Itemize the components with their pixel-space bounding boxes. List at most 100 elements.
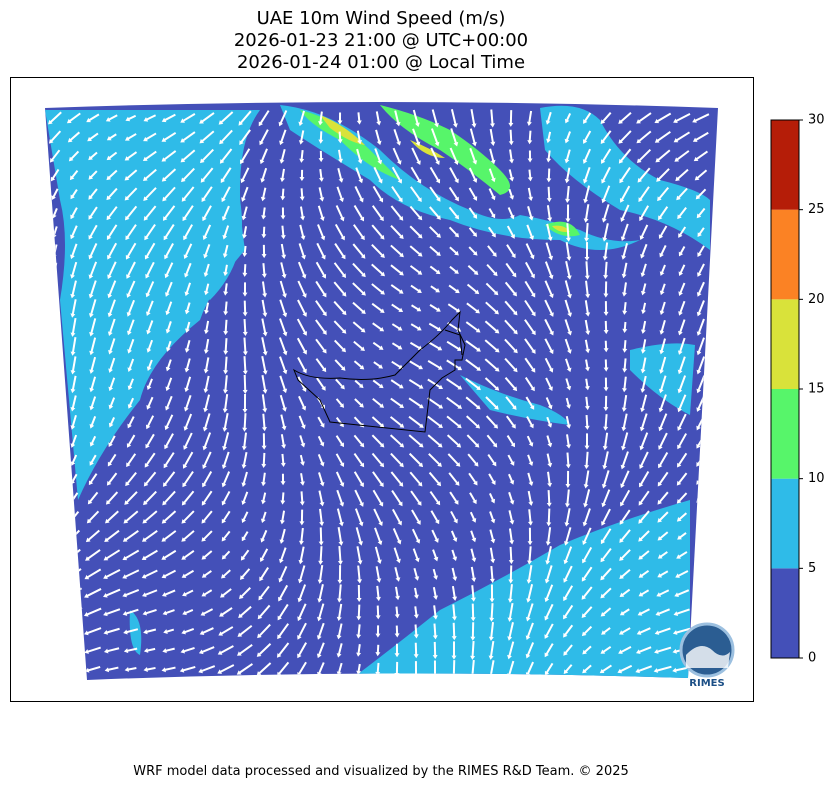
- wind-arrow: [318, 527, 324, 546]
- wind-arrow: [88, 151, 98, 161]
- wind-arrow: [298, 395, 307, 411]
- wind-arrow: [278, 337, 288, 356]
- wind-arrow: [565, 378, 572, 391]
- wind-arrow: [485, 396, 499, 410]
- wind-arrow: [621, 432, 629, 451]
- wind-arrow: [411, 304, 422, 312]
- wind-arrow: [659, 338, 667, 355]
- wind-arrow: [126, 319, 135, 336]
- wind-arrow: [693, 150, 709, 162]
- wind-arrow: [257, 604, 271, 620]
- wind-arrow: [51, 414, 58, 431]
- wind-arrow: [620, 223, 629, 241]
- wind-arrow: [261, 472, 267, 487]
- wind-arrow: [221, 510, 231, 524]
- wind-arrow: [391, 185, 403, 203]
- wind-arrow: [525, 642, 535, 659]
- wind-arrow: [299, 509, 305, 526]
- wind-arrow: [371, 205, 384, 222]
- wind-arrow: [164, 243, 174, 260]
- wind-arrow: [451, 567, 458, 581]
- wind-arrow: [280, 453, 286, 468]
- wind-arrow: [142, 608, 157, 616]
- wind-arrow: [659, 244, 667, 258]
- wind-arrow: [373, 361, 383, 369]
- wind-arrow: [431, 109, 439, 128]
- wind-arrow: [353, 204, 365, 222]
- colorbar-band: [771, 478, 799, 569]
- wind-arrow: [222, 393, 229, 413]
- wind-arrow: [468, 207, 478, 219]
- wind-arrow: [260, 529, 268, 543]
- wind-arrow: [279, 318, 288, 337]
- wind-arrow: [640, 339, 647, 354]
- wind-arrow: [51, 188, 59, 201]
- wind-arrow: [525, 396, 535, 410]
- wind-arrow: [636, 148, 652, 164]
- wind-arrow: [127, 416, 135, 429]
- wind-arrow: [141, 569, 158, 579]
- wind-arrow: [677, 337, 686, 355]
- wind-arrow: [618, 646, 632, 654]
- wind-arrow: [125, 114, 137, 122]
- wind-arrow: [600, 547, 612, 563]
- wind-arrow: [107, 299, 116, 318]
- wind-arrow: [527, 150, 533, 163]
- wind-arrow: [565, 415, 572, 429]
- wind-arrow: [103, 627, 120, 635]
- wind-arrow: [508, 510, 515, 525]
- wind-arrow: [465, 340, 481, 352]
- wind-arrow: [297, 603, 307, 622]
- wind-arrow: [353, 471, 364, 488]
- wind-arrow: [409, 225, 423, 239]
- wind-arrow: [563, 585, 574, 602]
- wind-arrow: [70, 280, 77, 299]
- wind-arrow: [677, 433, 688, 450]
- wind-arrow: [391, 166, 403, 184]
- wind-arrow: [141, 530, 158, 542]
- wind-arrow: [298, 527, 304, 545]
- wind-arrow: [182, 471, 194, 488]
- wind-arrow: [469, 147, 478, 165]
- wind-arrow: [123, 510, 139, 524]
- wind-arrow: [165, 340, 172, 352]
- wind-arrow: [584, 339, 591, 354]
- wind-arrow: [318, 150, 324, 163]
- wind-arrow: [375, 111, 382, 126]
- wind-arrow: [620, 489, 631, 507]
- wind-arrow: [565, 470, 571, 489]
- wind-arrow: [600, 587, 612, 599]
- wind-arrow: [622, 340, 628, 353]
- title-line: 2026-01-23 21:00 @ UTC+00:00: [234, 30, 528, 51]
- wind-arrow: [674, 589, 690, 597]
- wind-arrow: [448, 226, 460, 238]
- wind-arrow: [127, 397, 135, 409]
- wind-arrow: [375, 566, 382, 583]
- wind-arrow: [68, 150, 80, 162]
- wind-arrow: [619, 549, 631, 561]
- wind-arrow: [122, 529, 139, 542]
- wind-arrow: [508, 188, 515, 200]
- wind-arrow: [65, 645, 83, 655]
- wind-arrow: [485, 415, 499, 429]
- wind-arrow: [659, 301, 666, 315]
- wind-arrow: [223, 338, 229, 355]
- wind-arrow: [603, 340, 609, 353]
- wind-arrow: [466, 434, 480, 448]
- wind-arrow: [280, 434, 287, 449]
- wind-arrow: [527, 509, 533, 526]
- wind-arrow: [372, 185, 384, 203]
- wind-arrow: [199, 130, 215, 144]
- wind-arrow: [241, 452, 248, 469]
- wind-arrow: [52, 318, 58, 337]
- wind-arrow: [161, 113, 176, 123]
- wind-arrow: [203, 283, 210, 296]
- wind-arrow: [635, 646, 652, 655]
- wind-arrow: [279, 356, 288, 375]
- wind-arrow: [638, 490, 650, 506]
- wind-arrow: [583, 112, 592, 124]
- wind-arrow: [467, 264, 479, 275]
- wind-arrow: [261, 226, 267, 239]
- wind-arrow: [391, 303, 404, 313]
- wind-arrow: [88, 243, 98, 260]
